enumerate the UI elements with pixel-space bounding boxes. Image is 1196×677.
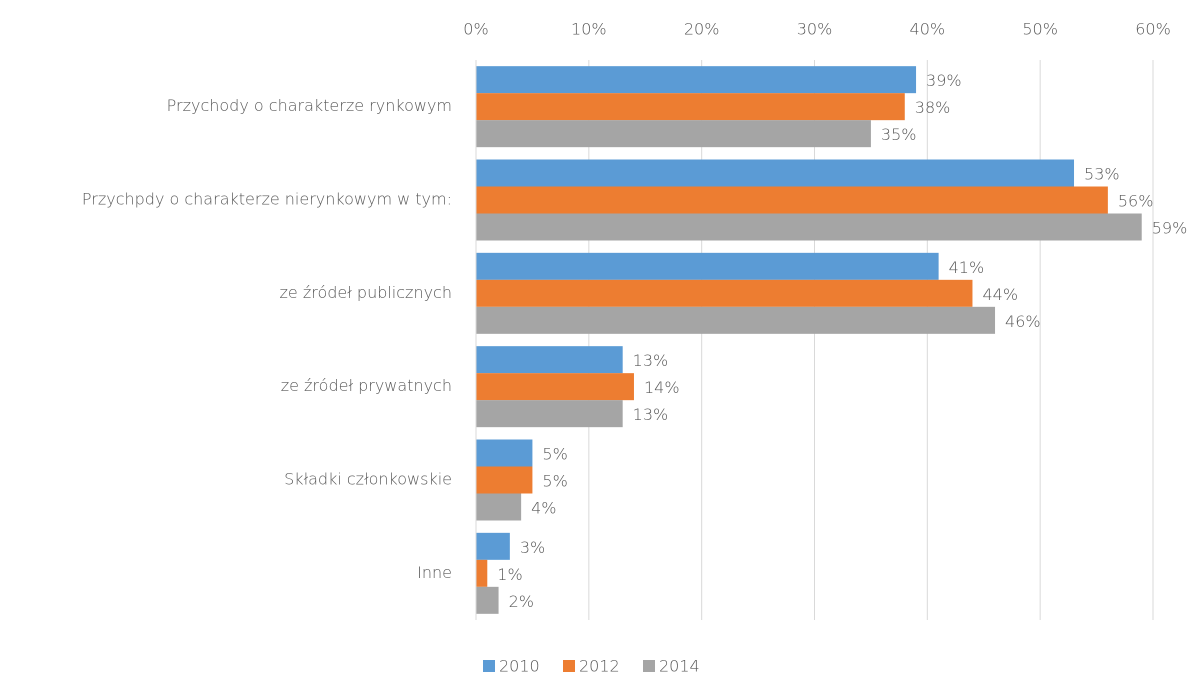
bar (476, 159, 1075, 187)
data-label: 44% (982, 285, 1018, 304)
y-tick-label: ze źródeł prywatnych (281, 376, 452, 395)
data-label: 13% (633, 351, 669, 370)
data-label: 53% (1084, 165, 1120, 184)
data-label: 2% (509, 592, 534, 611)
bar (476, 306, 996, 334)
data-label: 4% (531, 499, 556, 518)
bar (476, 186, 1108, 214)
data-label: 13% (633, 405, 669, 424)
data-label: 56% (1118, 192, 1154, 211)
bar (476, 439, 533, 467)
bar (476, 93, 905, 121)
data-label: 41% (949, 258, 985, 277)
bar (476, 373, 634, 401)
y-tick-label: Przychody o charakterze rynkowym (167, 96, 452, 115)
data-label: 14% (644, 378, 680, 397)
bar (476, 559, 488, 587)
bar (476, 586, 499, 614)
legend-label: 2010 (499, 657, 540, 676)
x-tick-label: 0% (463, 20, 488, 39)
x-tick-label: 40% (910, 20, 946, 39)
data-label: 39% (926, 71, 962, 90)
data-label: 1% (497, 565, 522, 584)
legend-swatch (563, 660, 575, 672)
bar (476, 213, 1142, 241)
bar (476, 346, 623, 374)
data-label: 5% (542, 445, 567, 464)
data-label: 38% (915, 98, 951, 117)
bar (476, 279, 973, 307)
data-label: 59% (1152, 219, 1188, 238)
legend-label: 2012 (579, 657, 620, 676)
legend-swatch (643, 660, 655, 672)
bar (476, 252, 939, 280)
y-tick-label: Inne (417, 563, 452, 582)
x-tick-label: 30% (797, 20, 833, 39)
bar (476, 120, 871, 148)
bar (476, 532, 510, 560)
y-tick-label: Składki członkowskie (284, 470, 452, 489)
x-tick-label: 50% (1022, 20, 1058, 39)
data-label: 46% (1005, 312, 1041, 331)
x-tick-label: 60% (1135, 20, 1171, 39)
x-tick-label: 20% (684, 20, 720, 39)
legend-label: 2014 (659, 657, 700, 676)
bar (476, 493, 522, 521)
legend-swatch (483, 660, 495, 672)
data-label: 3% (520, 538, 545, 557)
data-label: 5% (542, 472, 567, 491)
bar (476, 400, 623, 428)
data-label: 35% (881, 125, 917, 144)
x-tick-label: 10% (571, 20, 607, 39)
bar (476, 466, 533, 494)
y-tick-label: ze źródeł publicznych (280, 283, 452, 302)
bar (476, 66, 917, 94)
y-tick-label: Przychpdy o charakterze nierynkowym w ty… (82, 190, 452, 209)
